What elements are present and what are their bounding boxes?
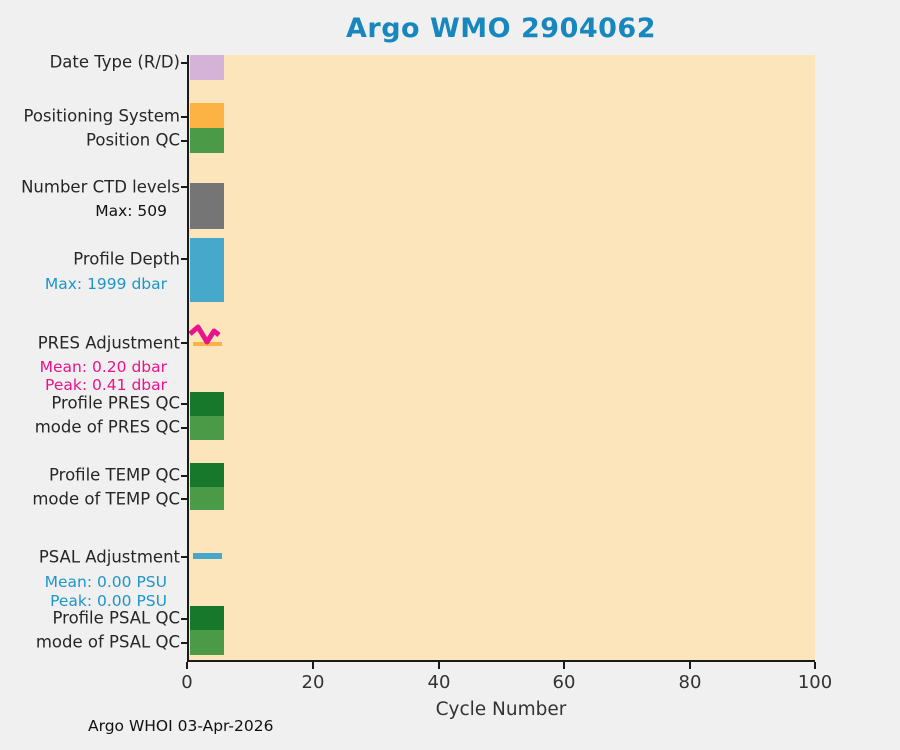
x-axis-tick bbox=[312, 662, 314, 669]
row-label-mode-pres-qc: mode of PRES QC bbox=[34, 417, 180, 437]
x-axis-tick bbox=[563, 662, 565, 669]
x-axis-tick bbox=[814, 662, 816, 669]
row-label-ctd-levels: Number CTD levels bbox=[21, 177, 180, 197]
row-label-profile-pres-qc: Profile PRES QC bbox=[51, 393, 180, 413]
x-axis-tick-label-20: 20 bbox=[301, 672, 325, 693]
note-pres-mean: Mean: 0.20 dbar bbox=[39, 357, 167, 376]
note-ctd-max: Max: 509 bbox=[95, 201, 167, 220]
note-psal-mean: Mean: 0.00 PSU bbox=[44, 572, 167, 591]
row-label-psal-adjustment: PSAL Adjustment bbox=[38, 547, 180, 567]
bar-mode-temp-qc bbox=[190, 487, 224, 510]
y-axis-tick bbox=[181, 258, 187, 260]
note-pres-peak: Peak: 0.41 dbar bbox=[45, 375, 167, 394]
bar-profile-depth bbox=[190, 238, 224, 302]
bar-profile-temp-qc bbox=[190, 463, 224, 487]
x-axis-tick bbox=[438, 662, 440, 669]
bar-mode-pres-qc bbox=[190, 416, 224, 440]
x-axis-tick-label-100: 100 bbox=[797, 672, 833, 693]
y-axis-tick bbox=[181, 642, 187, 644]
row-label-profile-temp-qc: Profile TEMP QC bbox=[49, 465, 180, 485]
x-axis-tick-label-60: 60 bbox=[552, 672, 576, 693]
bar-positioning-system bbox=[190, 103, 224, 128]
y-axis-tick bbox=[181, 186, 187, 188]
y-axis-tick bbox=[181, 140, 187, 142]
row-label-position-qc: Position QC bbox=[86, 130, 180, 150]
y-axis-tick bbox=[181, 62, 187, 64]
x-axis-tick-label-80: 80 bbox=[678, 672, 702, 693]
y-axis-tick bbox=[181, 618, 187, 620]
x-axis-tick bbox=[186, 662, 188, 669]
row-label-date-type: Date Type (R/D) bbox=[49, 52, 180, 72]
bar-date-type bbox=[190, 55, 224, 80]
bar-position-qc bbox=[190, 128, 224, 153]
row-label-profile-depth: Profile Depth bbox=[73, 249, 180, 269]
psal-adjustment-line bbox=[193, 553, 222, 559]
bar-mode-psal-qc bbox=[190, 630, 224, 655]
note-psal-peak: Peak: 0.00 PSU bbox=[50, 591, 167, 610]
y-axis-tick bbox=[181, 403, 187, 405]
footer-credit: Argo WHOI 03-Apr-2026 bbox=[88, 717, 274, 735]
x-axis-tick-label-0: 0 bbox=[181, 672, 193, 693]
page-title: Argo WMO 2904062 bbox=[346, 13, 656, 44]
y-axis-tick bbox=[181, 427, 187, 429]
row-label-profile-psal-qc: Profile PSAL QC bbox=[52, 608, 180, 628]
row-label-mode-temp-qc: mode of TEMP QC bbox=[32, 489, 180, 509]
y-axis-tick bbox=[181, 556, 187, 558]
pres-adjustment-line bbox=[189, 324, 221, 345]
plot-area bbox=[187, 55, 815, 662]
y-axis-tick bbox=[181, 342, 187, 344]
y-axis-tick bbox=[181, 475, 187, 477]
note-depth-max: Max: 1999 dbar bbox=[44, 274, 167, 293]
x-axis-label: Cycle Number bbox=[435, 699, 567, 720]
x-axis-tick bbox=[689, 662, 691, 669]
bar-profile-psal-qc bbox=[190, 606, 224, 630]
x-axis-tick-label-40: 40 bbox=[427, 672, 451, 693]
bar-profile-pres-qc bbox=[190, 392, 224, 416]
row-label-pres-adjustment: PRES Adjustment bbox=[37, 333, 180, 353]
bar-ctd-levels bbox=[190, 183, 224, 229]
row-label-positioning-system: Positioning System bbox=[23, 106, 180, 126]
row-label-mode-psal-qc: mode of PSAL QC bbox=[35, 632, 180, 652]
y-axis-tick bbox=[181, 498, 187, 500]
y-axis-tick bbox=[181, 116, 187, 118]
